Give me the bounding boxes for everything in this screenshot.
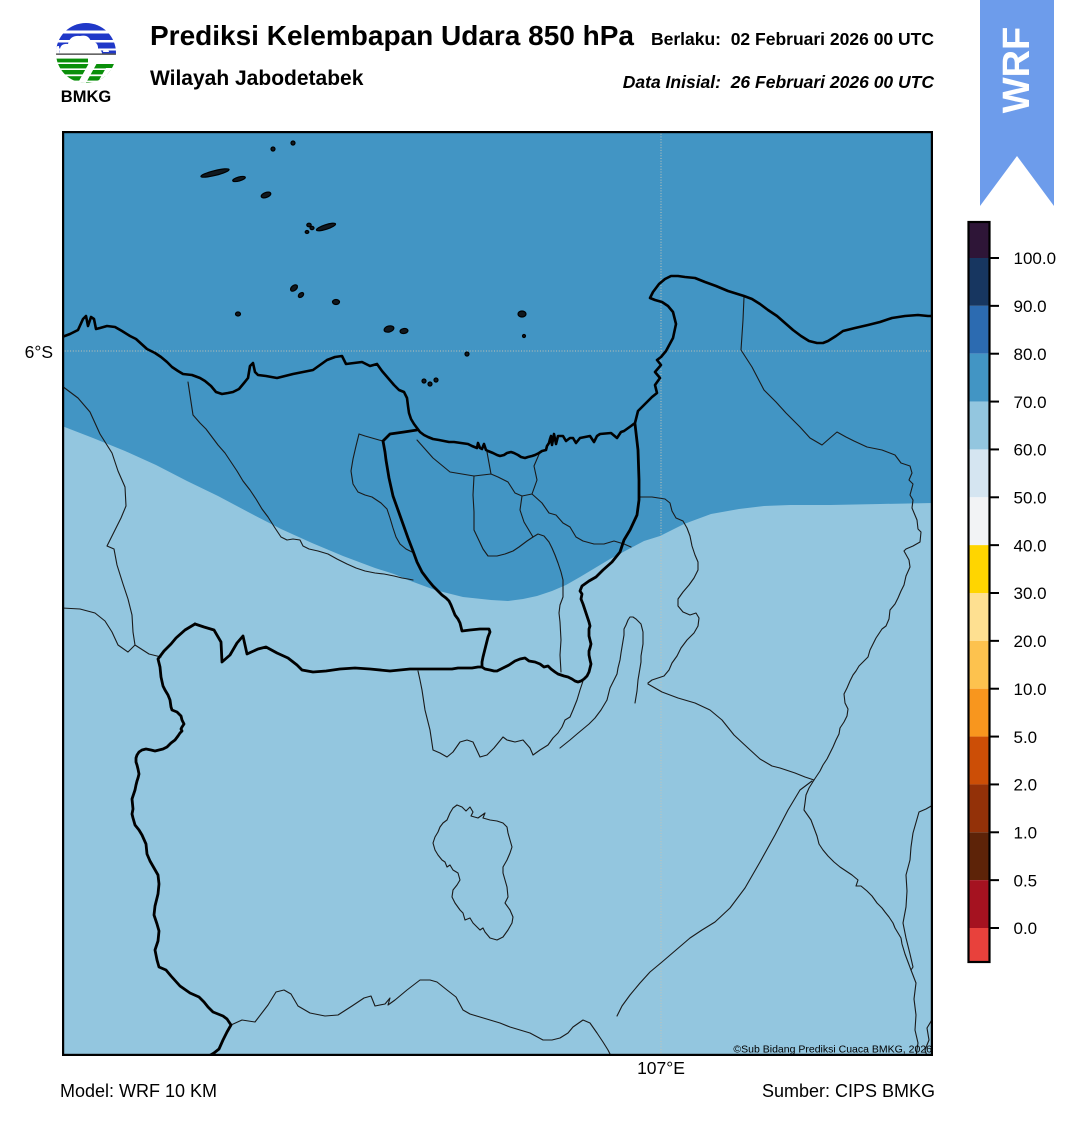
svg-text:BMKG: BMKG	[61, 88, 111, 105]
svg-text:10.0: 10.0	[1014, 680, 1047, 699]
svg-text:20.0: 20.0	[1014, 632, 1047, 651]
svg-text:0.5: 0.5	[1014, 871, 1038, 890]
svg-text:1.0: 1.0	[1014, 823, 1038, 842]
svg-text:2.0: 2.0	[1014, 776, 1038, 795]
svg-text:70.0: 70.0	[1014, 393, 1047, 412]
svg-text:50.0: 50.0	[1014, 488, 1047, 507]
svg-text:30.0: 30.0	[1014, 584, 1047, 603]
svg-text:90.0: 90.0	[1014, 297, 1047, 316]
svg-text:100.0: 100.0	[1014, 249, 1057, 268]
svg-text:60.0: 60.0	[1014, 441, 1047, 460]
svg-text:40.0: 40.0	[1014, 536, 1047, 555]
svg-text:©Sub Bidang Prediksi Cuaca BMK: ©Sub Bidang Prediksi Cuaca BMKG, 2026	[733, 1044, 932, 1056]
svg-text:WRF: WRF	[996, 27, 1038, 114]
svg-text:80.0: 80.0	[1014, 345, 1047, 364]
svg-text:5.0: 5.0	[1014, 728, 1038, 747]
svg-text:0.0: 0.0	[1014, 919, 1038, 938]
